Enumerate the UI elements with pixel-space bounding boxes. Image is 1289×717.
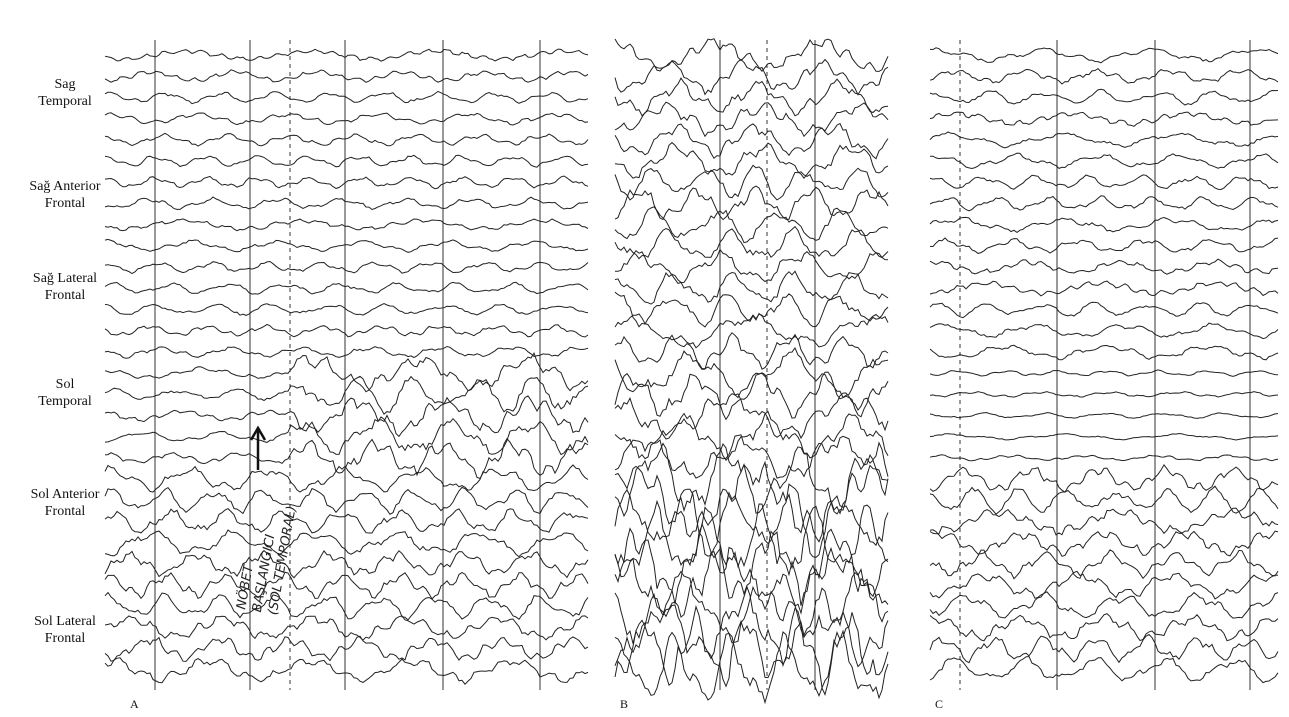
eeg-trace bbox=[615, 227, 888, 259]
eeg-trace bbox=[105, 509, 588, 533]
label-line: Sol Lateral bbox=[34, 614, 96, 629]
eeg-trace bbox=[615, 250, 888, 284]
eeg-trace bbox=[105, 197, 588, 210]
eeg-trace bbox=[930, 153, 1278, 168]
eeg-trace bbox=[105, 239, 588, 252]
eeg-trace bbox=[105, 636, 588, 661]
eeg-trace bbox=[930, 592, 1278, 618]
annotation: NÖBETBAŞLANGICI(SOL TEMPORAL) bbox=[232, 499, 299, 616]
eeg-trace bbox=[930, 281, 1278, 296]
eeg-trace bbox=[615, 631, 888, 702]
eeg-trace bbox=[105, 304, 588, 316]
eeg-trace bbox=[930, 112, 1278, 126]
eeg-trace bbox=[105, 324, 588, 337]
eeg-trace bbox=[615, 333, 888, 370]
eeg-trace bbox=[615, 143, 888, 179]
eeg-trace bbox=[105, 49, 588, 61]
eeg-trace bbox=[105, 262, 588, 274]
label-line: Frontal bbox=[45, 288, 86, 303]
eeg-trace bbox=[105, 530, 588, 557]
label-line: Sol Anterior bbox=[31, 487, 100, 502]
eeg-trace bbox=[105, 593, 588, 620]
eeg-trace bbox=[930, 370, 1278, 376]
label-line: Frontal bbox=[45, 504, 86, 519]
eeg-trace bbox=[930, 217, 1278, 232]
label-line: Sağ Anterior bbox=[29, 179, 100, 194]
eeg-trace bbox=[930, 302, 1278, 317]
eeg-trace bbox=[105, 551, 588, 578]
eeg-trace bbox=[615, 60, 888, 95]
eeg-trace bbox=[615, 462, 888, 541]
label-line: Temporal bbox=[38, 94, 92, 109]
eeg-trace bbox=[930, 530, 1278, 557]
eeg-trace bbox=[930, 508, 1278, 535]
eeg-trace bbox=[105, 219, 588, 231]
eeg-trace bbox=[930, 132, 1278, 148]
eeg-trace bbox=[930, 345, 1278, 360]
eeg-trace bbox=[615, 548, 888, 622]
eeg-trace bbox=[615, 271, 888, 304]
channel-label: Sol Anterior Frontal bbox=[31, 487, 100, 519]
eeg-trace bbox=[105, 70, 588, 83]
eeg-trace bbox=[930, 175, 1278, 190]
eeg-trace bbox=[930, 323, 1278, 339]
eeg-trace bbox=[615, 292, 888, 327]
label-line: Sag bbox=[55, 77, 76, 92]
eeg-trace bbox=[930, 238, 1278, 253]
eeg-trace bbox=[105, 572, 588, 599]
eeg-trace bbox=[105, 376, 588, 414]
eeg-trace bbox=[930, 657, 1278, 683]
eeg-trace bbox=[105, 353, 588, 392]
panel-label: A bbox=[130, 697, 139, 711]
eeg-trace bbox=[930, 392, 1278, 398]
eeg-trace bbox=[930, 48, 1278, 63]
eeg-trace bbox=[615, 165, 888, 200]
channel-label: Sol Temporal bbox=[38, 377, 92, 409]
label-line: Frontal bbox=[45, 631, 86, 646]
eeg-trace bbox=[615, 186, 888, 220]
label-line: Temporal bbox=[38, 394, 92, 409]
eeg-trace bbox=[105, 176, 588, 189]
eeg-trace bbox=[930, 465, 1278, 492]
eeg-trace bbox=[930, 259, 1278, 274]
eeg-trace bbox=[105, 465, 588, 492]
eeg-trace bbox=[930, 413, 1278, 419]
label-line: Sağ Lateral bbox=[33, 271, 97, 286]
eeg-trace bbox=[105, 616, 588, 640]
label-line: Sol bbox=[56, 377, 75, 392]
eeg-trace bbox=[105, 91, 588, 103]
eeg-trace bbox=[930, 69, 1278, 84]
panel-label: B bbox=[620, 697, 628, 711]
channel-label: Sağ Lateral Frontal bbox=[33, 271, 97, 303]
eeg-trace bbox=[615, 412, 888, 461]
eeg-trace bbox=[105, 155, 588, 167]
eeg-trace bbox=[930, 486, 1278, 514]
eeg-trace bbox=[930, 614, 1278, 641]
eeg-trace bbox=[930, 455, 1278, 461]
channel-label: Sag Temporal bbox=[38, 77, 92, 109]
panel-label: C bbox=[935, 697, 943, 711]
eeg-figure: SagTemporalSağ AnteriorFrontalSağ Latera… bbox=[0, 0, 1289, 717]
eeg-trace bbox=[930, 89, 1278, 105]
eeg-trace bbox=[105, 347, 588, 359]
eeg-trace bbox=[105, 113, 588, 125]
eeg-trace bbox=[615, 102, 888, 136]
eeg-trace bbox=[105, 133, 588, 146]
eeg-trace bbox=[105, 282, 588, 294]
eeg-trace bbox=[930, 434, 1278, 441]
eeg-trace bbox=[105, 658, 588, 684]
eeg-trace bbox=[930, 196, 1278, 211]
eeg-trace bbox=[615, 78, 888, 116]
eeg-trace bbox=[615, 607, 888, 688]
eeg-trace bbox=[930, 571, 1278, 599]
channel-label: Sol Lateral Frontal bbox=[34, 614, 96, 646]
label-line: Frontal bbox=[45, 196, 86, 211]
eeg-trace bbox=[615, 348, 888, 398]
channel-label: Sağ Anterior Frontal bbox=[29, 179, 100, 211]
eeg-trace bbox=[105, 417, 588, 455]
